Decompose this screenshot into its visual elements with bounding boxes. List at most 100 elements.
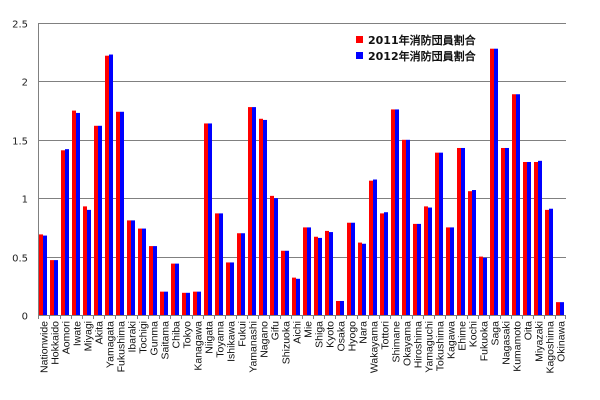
bar-2011	[479, 256, 483, 315]
x-tick-label: Osaka	[336, 321, 348, 352]
bar-2012	[417, 223, 421, 315]
x-tick-label: Saitama	[160, 321, 172, 360]
x-tick-label: Aomori	[61, 321, 73, 354]
bar-2012	[87, 209, 91, 315]
x-tick-label: Tokyo	[182, 321, 194, 349]
bar-2011	[50, 260, 54, 315]
x-tick-label: Nagano	[259, 321, 271, 358]
bar-2012	[54, 260, 58, 315]
bar-2012	[538, 160, 542, 315]
bar-2012	[43, 235, 47, 315]
bar-2011	[292, 277, 296, 315]
bar-2011	[325, 230, 329, 315]
gridlines	[38, 23, 566, 258]
bar-2011	[556, 302, 560, 315]
bar-2012	[274, 198, 278, 315]
x-tick-label: Kochi	[468, 321, 480, 347]
y-tick-label: 2.5	[12, 20, 28, 31]
y-tick-label: 1	[22, 195, 28, 206]
bar-2012	[241, 233, 245, 315]
bar-2011	[303, 227, 307, 315]
bar-2012	[461, 147, 465, 315]
x-tick-label: Shimane	[391, 321, 403, 363]
bar-series	[39, 48, 564, 316]
bar-2012	[142, 228, 146, 315]
bar-2012	[175, 263, 179, 315]
legend-label-2012: 2012年消防団員割合	[368, 49, 477, 63]
bar-2012	[120, 111, 124, 315]
bar-2011	[39, 234, 43, 315]
bar-2011	[72, 110, 76, 315]
bar-2012	[516, 94, 520, 315]
bar-2012	[197, 291, 201, 315]
bar-2012	[186, 292, 190, 315]
bar-2011	[237, 233, 241, 315]
bar-2011	[534, 161, 538, 315]
bar-2011	[512, 94, 516, 315]
bar-2011	[270, 195, 274, 315]
x-tick-label: Mie	[303, 321, 315, 338]
bar-2012	[362, 243, 366, 315]
bar-2011	[138, 228, 142, 315]
bar-2011	[435, 152, 439, 315]
x-tick-label: Hyogo	[347, 321, 359, 352]
bar-2011	[413, 223, 417, 315]
x-tick-label: Fukushima	[116, 321, 128, 373]
x-tick-label: Oita	[523, 321, 535, 340]
legend-item-2011: 2011年消防団員割合	[356, 33, 477, 47]
bar-2011	[468, 191, 472, 315]
x-tick-label: Nationwide	[39, 321, 51, 373]
x-tick-label: Kyoto	[325, 321, 337, 348]
x-tick-label: Wakayama	[369, 321, 381, 373]
legend: 2011年消防団員割合 2012年消防団員割合	[356, 33, 477, 63]
bar-2012	[439, 152, 443, 315]
x-tick-label: Gifu	[270, 321, 282, 340]
y-tick-label: 1.5	[12, 137, 28, 148]
bar-2012	[109, 54, 113, 315]
x-tick-label: Kagoshima	[545, 321, 557, 374]
bar-2012	[505, 147, 509, 315]
bar-2011	[457, 147, 461, 315]
bar-2012	[373, 179, 377, 315]
bar-2011	[501, 147, 505, 315]
bar-2011	[358, 242, 362, 315]
bar-2012	[98, 125, 102, 315]
bar-2012	[307, 227, 311, 315]
bar-2011	[380, 213, 384, 315]
bar-2012	[351, 222, 355, 315]
bar-2011	[116, 111, 120, 315]
bar-2012	[329, 232, 333, 315]
bar-2011	[105, 55, 109, 315]
x-tick-label: Kumamoto	[512, 321, 524, 372]
bar-2011	[402, 139, 406, 315]
x-tick-label: Hiroshima	[413, 321, 425, 368]
bar-2011	[204, 123, 208, 315]
bar-2012	[230, 262, 234, 315]
bar-2011	[83, 206, 87, 315]
x-tick-label: Yamagata	[105, 321, 117, 368]
bar-2011	[314, 236, 318, 315]
x-tick-label: Iwate	[72, 321, 84, 346]
x-tick-label: Okayama	[402, 321, 414, 366]
bar-2012	[527, 161, 531, 315]
x-tick-label: Toyama	[215, 321, 227, 358]
bar-2012	[285, 250, 289, 315]
legend-item-2012: 2012年消防団員割合	[356, 49, 477, 63]
y-tick-label: 0.5	[12, 254, 28, 265]
bar-2011	[336, 300, 340, 315]
x-tick-label: Niigata	[204, 321, 216, 354]
bar-2012	[450, 227, 454, 315]
bar-2011	[369, 180, 373, 315]
bar-2011	[61, 150, 65, 315]
x-tick-label: Aichi	[292, 321, 304, 344]
bar-2012	[76, 112, 80, 315]
bar-2011	[259, 118, 263, 315]
legend-swatch-2011	[356, 36, 363, 43]
y-axis: 0 0.5 1 1.5 2 2.5	[12, 20, 39, 323]
x-tick-label: Hokkaido	[50, 321, 62, 365]
bar-2012	[164, 291, 168, 315]
bar-2011	[281, 250, 285, 315]
bar-2012	[252, 107, 256, 315]
bar-2011	[171, 263, 175, 315]
bar-2011	[193, 291, 197, 315]
